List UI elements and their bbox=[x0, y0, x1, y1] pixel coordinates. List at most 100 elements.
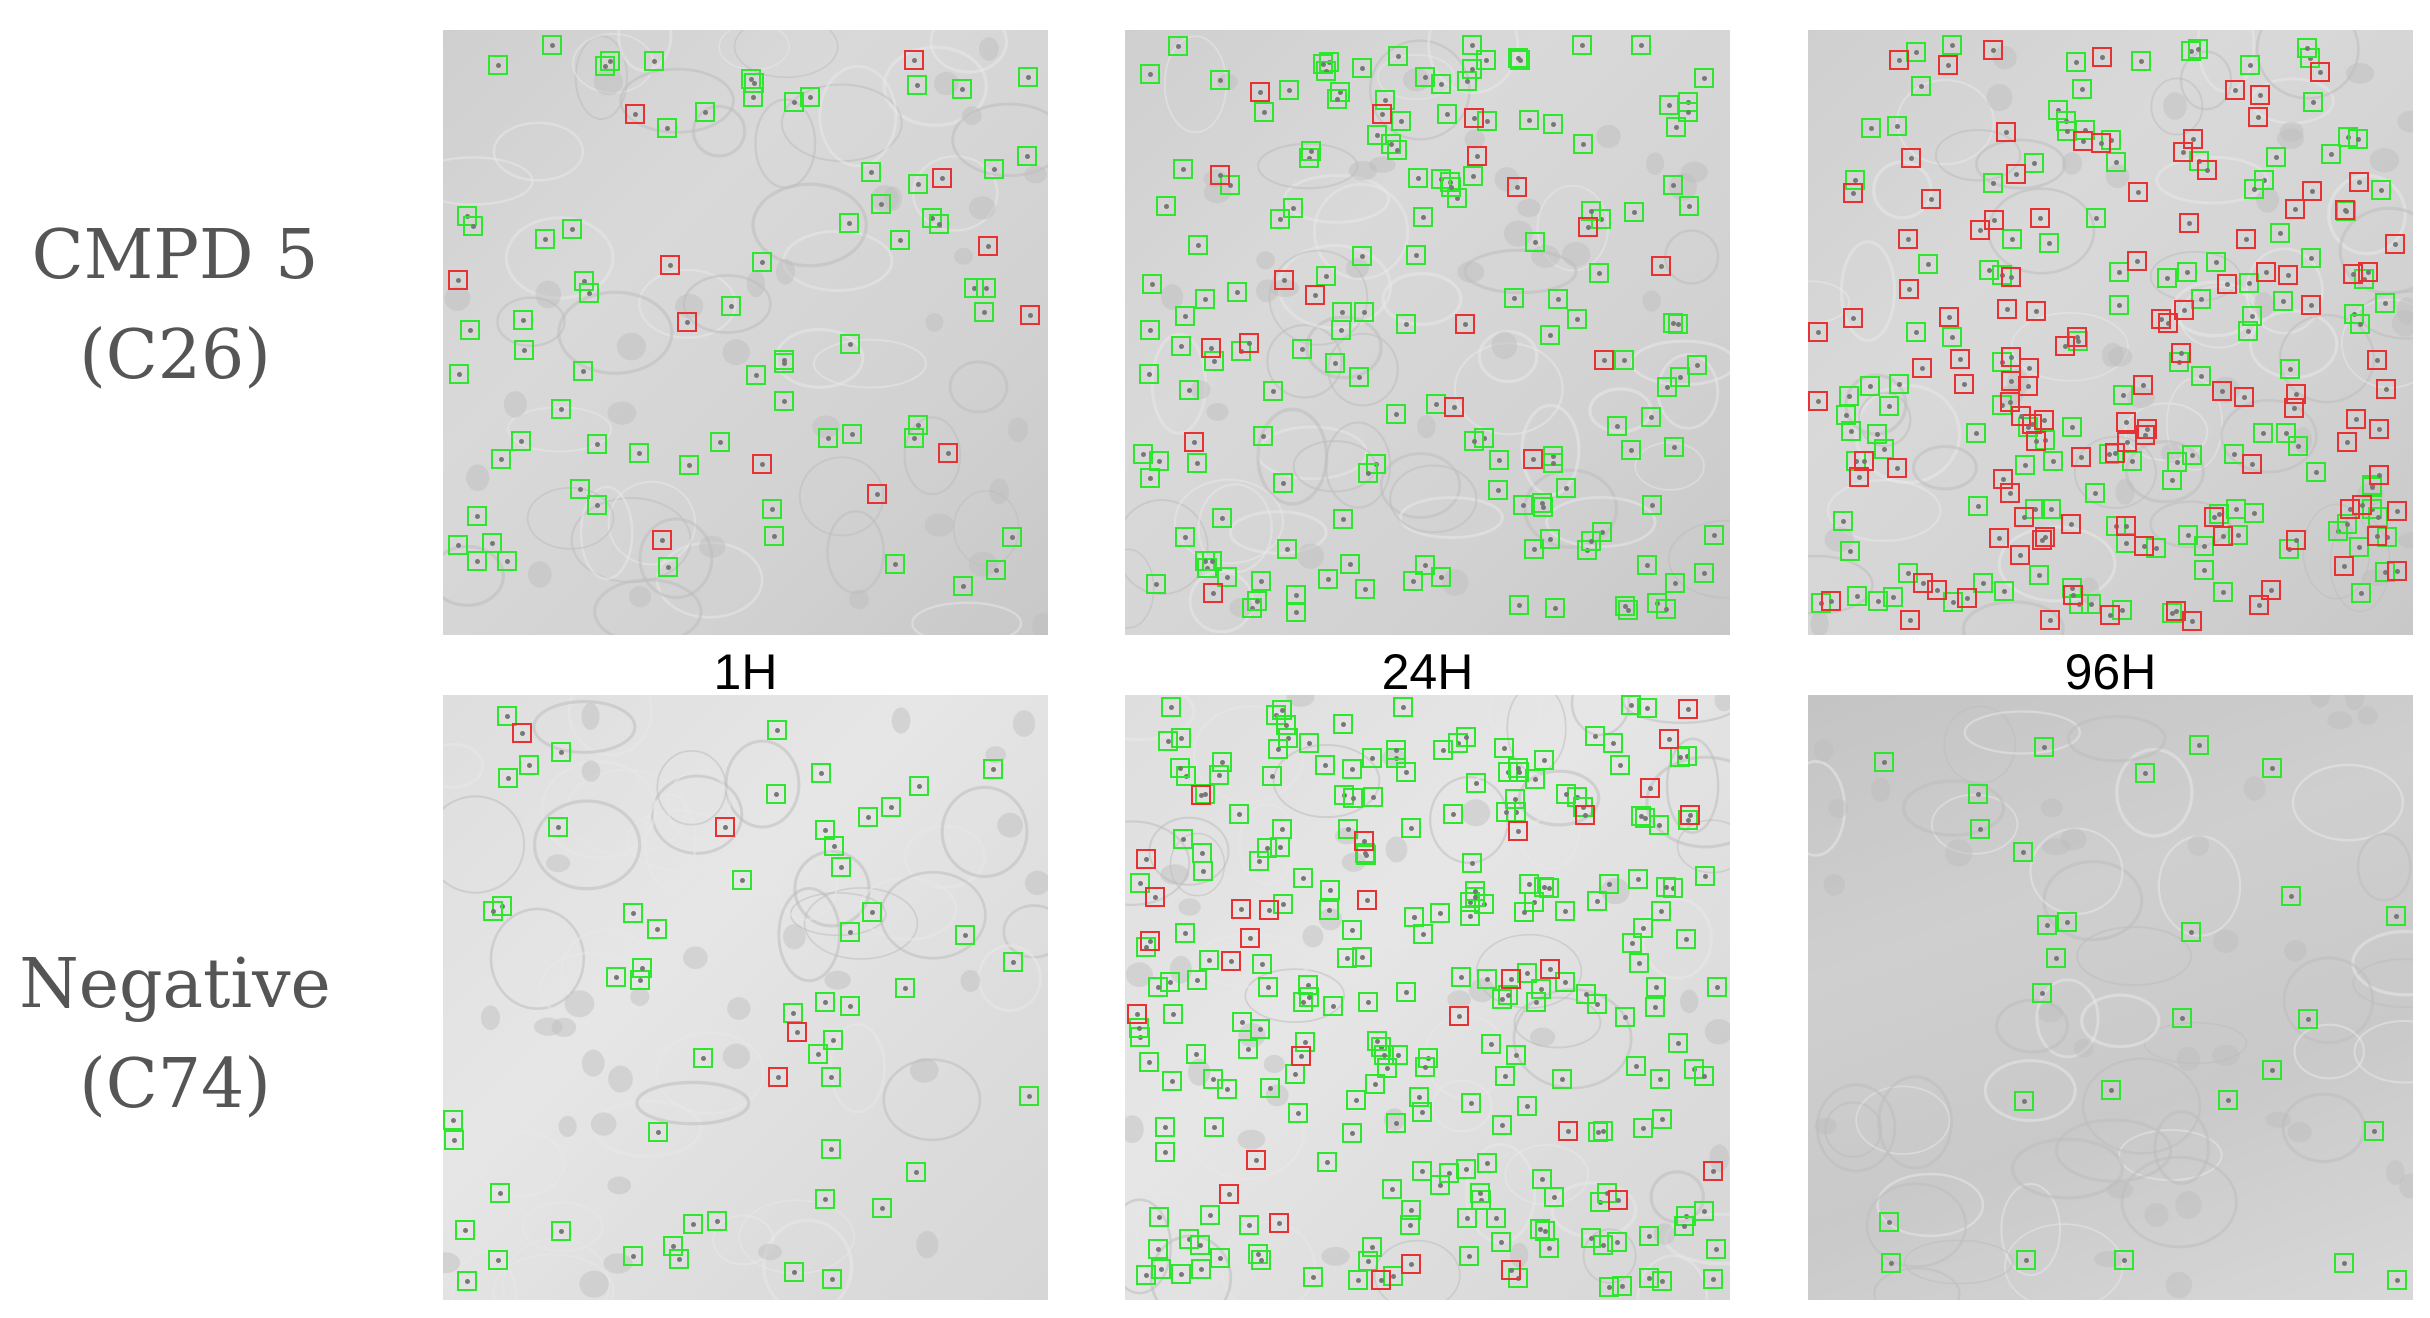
detection-box-red bbox=[1371, 1270, 1391, 1290]
detection-box-green bbox=[1656, 599, 1676, 619]
detection-box-green bbox=[1149, 451, 1169, 471]
detection-box-green bbox=[1354, 302, 1374, 322]
cell-outline bbox=[1389, 464, 1478, 534]
detection-box-red bbox=[2217, 274, 2237, 294]
detection-box-red bbox=[2197, 160, 2217, 180]
cell-nucleus bbox=[2357, 706, 2378, 726]
cell-outline bbox=[2352, 958, 2413, 1009]
detection-box-green bbox=[1190, 1235, 1210, 1255]
detection-box-green bbox=[2244, 503, 2264, 523]
cell-outline bbox=[1173, 478, 1285, 565]
cell-nucleus bbox=[2279, 121, 2304, 142]
cell-outline bbox=[650, 774, 744, 855]
detection-box-red bbox=[1989, 528, 2009, 548]
detection-box-green bbox=[1323, 996, 1343, 1016]
detection-box-green bbox=[2181, 922, 2201, 942]
cell-nucleus bbox=[960, 969, 981, 992]
detection-box-green bbox=[1210, 70, 1230, 90]
cell-nucleus bbox=[1530, 1027, 1556, 1047]
cell-nucleus bbox=[848, 589, 869, 610]
detection-box-green bbox=[1200, 1205, 1220, 1225]
detection-box-red bbox=[1887, 458, 1907, 478]
detection-box-red bbox=[2242, 454, 2262, 474]
detection-box-red bbox=[2367, 350, 2387, 370]
cell-outline bbox=[2004, 1223, 2124, 1300]
detection-box-green bbox=[535, 229, 555, 249]
detection-box-red bbox=[1575, 805, 1595, 825]
detection-box-green bbox=[1249, 851, 1269, 871]
cell-nucleus bbox=[2101, 342, 2124, 368]
cell-outline bbox=[1876, 1172, 1985, 1238]
detection-box-green bbox=[2337, 514, 2357, 534]
cell-nucleus bbox=[2256, 187, 2280, 213]
detection-box-green bbox=[1839, 386, 1859, 406]
cell-nucleus bbox=[607, 401, 637, 425]
cell-outline bbox=[2153, 1110, 2211, 1185]
detection-box-green bbox=[2273, 291, 2293, 311]
detection-box-green bbox=[1358, 463, 1378, 483]
cell-outline bbox=[2165, 377, 2223, 471]
detection-box-green bbox=[1391, 111, 1411, 131]
detection-box-red bbox=[1984, 210, 2004, 230]
cell-outline bbox=[2066, 714, 2167, 763]
cell-nucleus bbox=[2397, 532, 2413, 549]
cell-outline bbox=[762, 1218, 854, 1300]
detection-box-green bbox=[467, 506, 487, 526]
detection-box-green bbox=[1139, 364, 1159, 384]
detection-box-red bbox=[1901, 148, 1921, 168]
column-label-96h: 96H bbox=[2064, 644, 2157, 700]
detection-box-green bbox=[1641, 407, 1661, 427]
detection-box-green bbox=[629, 443, 649, 463]
detection-box-red bbox=[2385, 234, 2405, 254]
cell-nucleus bbox=[603, 1253, 633, 1274]
cell-nucleus bbox=[1169, 955, 1192, 984]
cell-outline bbox=[951, 102, 1048, 178]
detection-box-red bbox=[1678, 699, 1698, 719]
detection-box-green bbox=[1363, 787, 1383, 807]
cell-nucleus bbox=[2397, 110, 2413, 133]
detection-box-green bbox=[1217, 567, 1237, 587]
detection-box-green bbox=[1573, 134, 1593, 154]
cell-outline bbox=[940, 785, 1029, 878]
detection-box-green bbox=[1543, 453, 1563, 473]
detection-box-green bbox=[1637, 698, 1657, 718]
detection-box-green bbox=[2081, 594, 2101, 614]
detection-box-red bbox=[2035, 527, 2055, 547]
detection-box-green bbox=[1477, 111, 1497, 131]
cell-nucleus bbox=[443, 1252, 461, 1274]
detection-box-green bbox=[1337, 948, 1357, 968]
detection-box-green bbox=[1192, 843, 1212, 863]
detection-box-green bbox=[1860, 376, 1880, 396]
detection-box-green bbox=[1509, 595, 1529, 615]
detection-box-green bbox=[1140, 468, 1160, 488]
cell-outline bbox=[502, 1237, 610, 1300]
cell-outline bbox=[1839, 240, 1897, 343]
cell-nucleus bbox=[1368, 156, 1396, 173]
detection-box-green bbox=[1633, 1118, 1653, 1138]
detection-box-green bbox=[811, 763, 831, 783]
cell-outline bbox=[1312, 182, 1410, 281]
detection-box-green bbox=[1252, 954, 1272, 974]
detection-box-green bbox=[1508, 48, 1528, 68]
detection-box-red bbox=[978, 236, 998, 256]
detection-box-green bbox=[1278, 728, 1298, 748]
cell-outline bbox=[1381, 271, 1463, 327]
detection-box-green bbox=[2072, 79, 2092, 99]
cell-outline bbox=[1475, 933, 1583, 1009]
detection-box-red bbox=[2040, 610, 2060, 630]
cell-nucleus bbox=[989, 478, 1009, 505]
detection-box-green bbox=[1486, 1208, 1506, 1228]
detection-box-green bbox=[1443, 804, 1463, 824]
detection-box-green bbox=[1383, 1266, 1403, 1286]
detection-box-green bbox=[1540, 529, 1560, 549]
detection-box-red bbox=[2166, 601, 2186, 621]
detection-box-green bbox=[1272, 819, 1292, 839]
detection-box-green bbox=[1285, 1064, 1305, 1084]
detection-box-green bbox=[1687, 355, 1707, 375]
detection-box-green bbox=[815, 820, 835, 840]
detection-box-green bbox=[815, 992, 835, 1012]
detection-box-green bbox=[1292, 339, 1312, 359]
detection-box-green bbox=[707, 1211, 727, 1231]
detection-box-green bbox=[904, 428, 924, 448]
detection-box-red bbox=[2310, 62, 2330, 82]
